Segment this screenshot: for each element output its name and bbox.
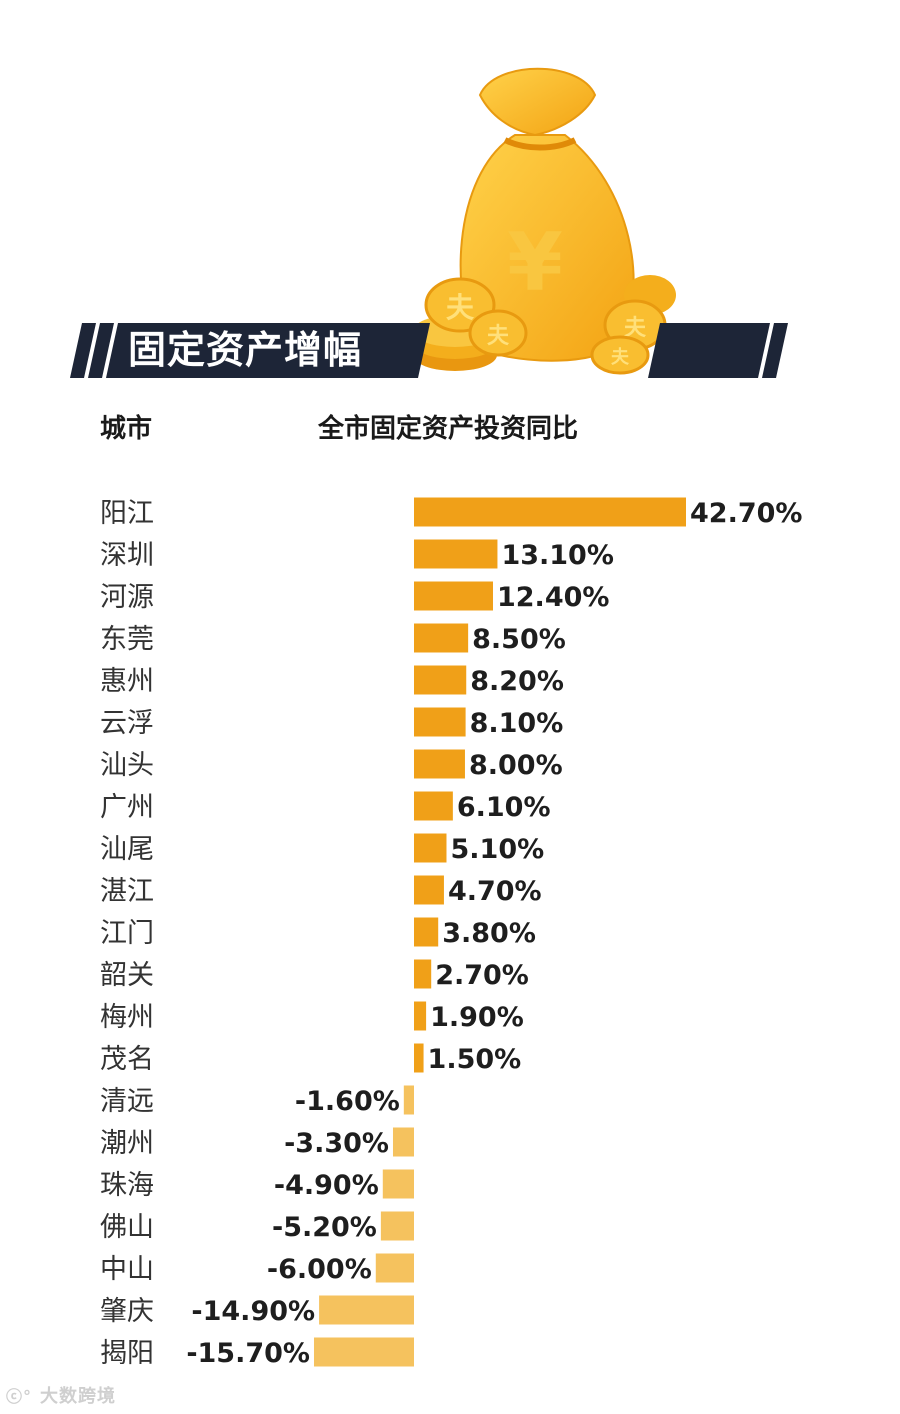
bar xyxy=(414,959,432,989)
data-label: -6.00% xyxy=(267,1254,372,1285)
bar xyxy=(414,623,469,653)
category-label: 茂名 xyxy=(100,1044,154,1075)
category-label: 湛江 xyxy=(100,876,154,907)
data-label: 8.50% xyxy=(472,624,566,655)
data-label: 8.00% xyxy=(469,750,563,781)
page-title: 固定资产增幅 xyxy=(128,328,363,372)
bar xyxy=(414,665,467,695)
category-label: 中山 xyxy=(100,1254,154,1285)
data-label: 12.40% xyxy=(497,582,609,613)
bar xyxy=(414,749,465,779)
bar xyxy=(414,707,466,737)
data-label: 42.70% xyxy=(690,498,802,529)
category-label: 佛山 xyxy=(100,1212,154,1243)
coin-symbol: 夫 xyxy=(624,316,647,341)
category-label: 阳江 xyxy=(100,498,154,529)
bar xyxy=(414,1043,424,1073)
category-label: 韶关 xyxy=(100,960,154,991)
category-label: 云浮 xyxy=(100,708,154,739)
category-label: 深圳 xyxy=(100,540,154,571)
data-label: 8.20% xyxy=(470,666,564,697)
category-label: 广州 xyxy=(100,792,154,823)
category-label: 揭阳 xyxy=(100,1338,154,1369)
category-label: 惠州 xyxy=(100,666,154,697)
bar xyxy=(414,875,444,905)
bar xyxy=(414,833,447,863)
data-label: -1.60% xyxy=(295,1086,400,1117)
bar xyxy=(382,1169,414,1199)
data-label: -14.90% xyxy=(191,1296,315,1327)
bag-yen-symbol: ¥ xyxy=(507,216,563,309)
bar xyxy=(375,1253,414,1283)
category-label: 肇庆 xyxy=(100,1296,154,1327)
coin-right: 夫 夫 xyxy=(590,275,676,375)
watermark-text: 大数跨境 xyxy=(40,1386,116,1407)
category-label: 江门 xyxy=(100,918,154,949)
bar xyxy=(403,1085,414,1115)
data-label: 2.70% xyxy=(435,960,529,991)
data-label: 13.10% xyxy=(501,540,613,571)
bar xyxy=(414,539,498,569)
data-label: 3.80% xyxy=(442,918,536,949)
data-label: 8.10% xyxy=(470,708,564,739)
data-label: 6.10% xyxy=(457,792,551,823)
bar xyxy=(414,791,453,821)
data-label: 1.90% xyxy=(430,1002,524,1033)
bar xyxy=(319,1295,414,1325)
coin-symbol: 夫 xyxy=(446,291,475,324)
category-label: 东莞 xyxy=(100,624,154,655)
data-label: 4.70% xyxy=(448,876,542,907)
data-label: -5.20% xyxy=(272,1212,377,1243)
bar xyxy=(414,917,439,947)
data-label: -15.70% xyxy=(186,1338,310,1369)
category-label: 潮州 xyxy=(100,1128,154,1159)
category-label: 河源 xyxy=(100,582,154,613)
bar xyxy=(380,1211,414,1241)
bar xyxy=(313,1337,414,1367)
column-header-metric: 全市固定资产投资同比 xyxy=(318,414,579,444)
data-label: 5.10% xyxy=(450,834,544,865)
bar xyxy=(414,497,686,527)
data-label: -3.30% xyxy=(284,1128,389,1159)
bar xyxy=(414,1001,427,1031)
data-label: -4.90% xyxy=(274,1170,379,1201)
category-label: 珠海 xyxy=(100,1170,154,1201)
watermark: ⓒ° 大数跨境 xyxy=(6,1382,116,1408)
bar xyxy=(414,581,493,611)
column-header-city: 城市 xyxy=(100,414,153,444)
coin-mid: 夫 xyxy=(468,309,528,357)
money-bag-illustration: ¥ 夫 夫 夫 夫 夫 xyxy=(356,67,676,375)
category-label: 清远 xyxy=(100,1086,154,1117)
coin-symbol: 夫 xyxy=(487,324,510,349)
category-label: 梅州 xyxy=(100,1002,154,1033)
category-label: 汕头 xyxy=(100,750,154,781)
data-label: 1.50% xyxy=(428,1044,522,1075)
bar xyxy=(392,1127,414,1157)
watermark-logo-icon: ⓒ° xyxy=(6,1387,33,1406)
coin-symbol: 夫 xyxy=(611,346,630,368)
category-label: 汕尾 xyxy=(100,834,154,865)
